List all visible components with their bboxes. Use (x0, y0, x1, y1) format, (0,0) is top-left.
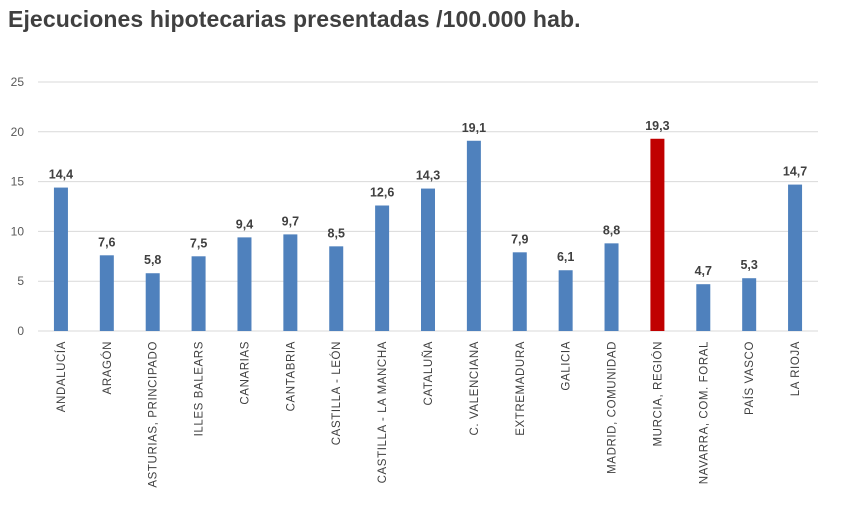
category-label: CANARIAS (239, 341, 251, 405)
category-label: CATALUÑA (422, 341, 435, 405)
category-label: ANDALUCÍA (55, 341, 68, 412)
bar (788, 184, 803, 331)
bar (466, 140, 481, 331)
data-label: 14,3 (416, 169, 440, 183)
y-tick-label: 5 (17, 274, 24, 288)
data-label: 7,5 (190, 236, 207, 250)
category-label: CANTABRIA (285, 341, 297, 411)
data-label: 19,1 (462, 121, 486, 135)
y-tick-label: 0 (17, 324, 24, 338)
bar (650, 138, 665, 331)
y-tick-label: 25 (11, 75, 25, 89)
data-label: 8,8 (603, 223, 620, 237)
data-label: 19,3 (645, 119, 669, 133)
category-label: MADRID, COMUNIDAD (607, 341, 619, 474)
data-label: 14,4 (49, 168, 73, 182)
data-label: 5,8 (144, 253, 161, 267)
data-label: 12,6 (370, 186, 394, 200)
bar (283, 234, 298, 331)
category-label: ASTURIAS, PRINCIPADO (148, 341, 160, 488)
category-label: LA RIOJA (790, 341, 802, 396)
bar (421, 188, 435, 331)
data-label: 6,1 (557, 250, 574, 264)
category-label: ILLES BALEARS (194, 341, 206, 436)
bar (742, 278, 757, 331)
data-label: 7,9 (511, 232, 528, 246)
y-tick-label: 10 (11, 224, 25, 238)
data-label: 7,6 (98, 235, 115, 249)
data-label: 9,4 (236, 217, 253, 231)
bar (512, 252, 527, 331)
y-tick-label: 15 (11, 175, 25, 189)
category-label: EXTREMADURA (515, 341, 527, 436)
bar (99, 255, 114, 331)
bar (237, 237, 252, 331)
category-label: GALICIA (561, 341, 573, 391)
bar (145, 273, 160, 331)
bar (558, 270, 573, 331)
data-label: 8,5 (328, 226, 345, 240)
data-label: 5,3 (740, 258, 757, 272)
category-label: PAÍS VASCO (743, 341, 756, 415)
chart-title: Ejecuciones hipotecarias presentadas /10… (8, 6, 581, 32)
data-label: 9,7 (282, 214, 299, 228)
category-label: CASTILLA - LEÓN (330, 341, 343, 445)
bar (696, 284, 711, 331)
data-label: 4,7 (695, 264, 712, 278)
data-label: 14,7 (783, 165, 807, 179)
bar (329, 246, 344, 331)
y-tick-label: 20 (11, 125, 25, 139)
category-label: C. VALENCIANA (469, 341, 481, 436)
bar (604, 243, 619, 331)
category-label: NAVARRA, COM. FORAL (698, 341, 710, 484)
category-label: ARAGÓN (101, 341, 114, 394)
category-label: MURCIA, REGIÓN (651, 341, 664, 447)
bar (375, 205, 390, 331)
bar (53, 187, 68, 331)
bar (191, 256, 206, 331)
category-label: CASTILLA - LA MANCHA (377, 341, 389, 483)
